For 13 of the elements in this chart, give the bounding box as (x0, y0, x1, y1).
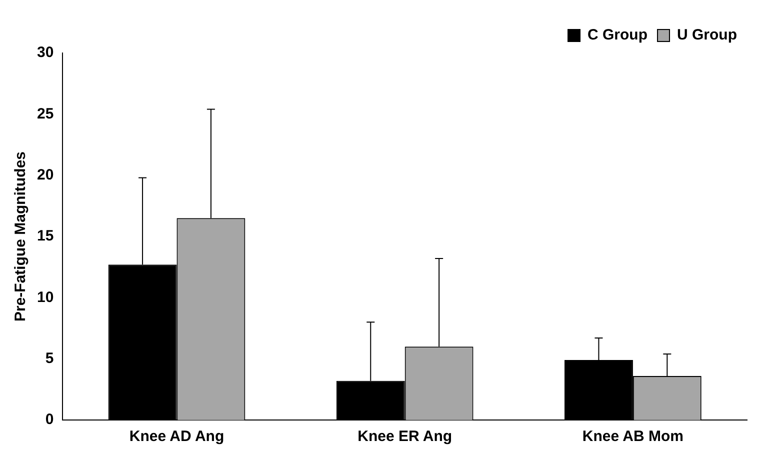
x-tick-label: Knee AD Ang (129, 428, 224, 446)
y-tick-label: 30 (36, 44, 54, 62)
x-tick-label: Knee AB Mom (582, 428, 684, 446)
y-tick-label: 20 (36, 166, 54, 184)
y-tick-label: 15 (36, 228, 54, 245)
legend-label: C Group (588, 26, 648, 44)
y-tick-label: 0 (45, 411, 54, 428)
legend-label: U Group (677, 26, 738, 44)
y-tick-label: 10 (36, 288, 54, 306)
y-axis-title: Pre-Fatigue Magnitudes (12, 151, 30, 322)
y-tick-label: 25 (36, 105, 54, 122)
x-tick-label: Knee ER Ang (358, 428, 452, 446)
y-tick-label: 5 (45, 350, 54, 367)
